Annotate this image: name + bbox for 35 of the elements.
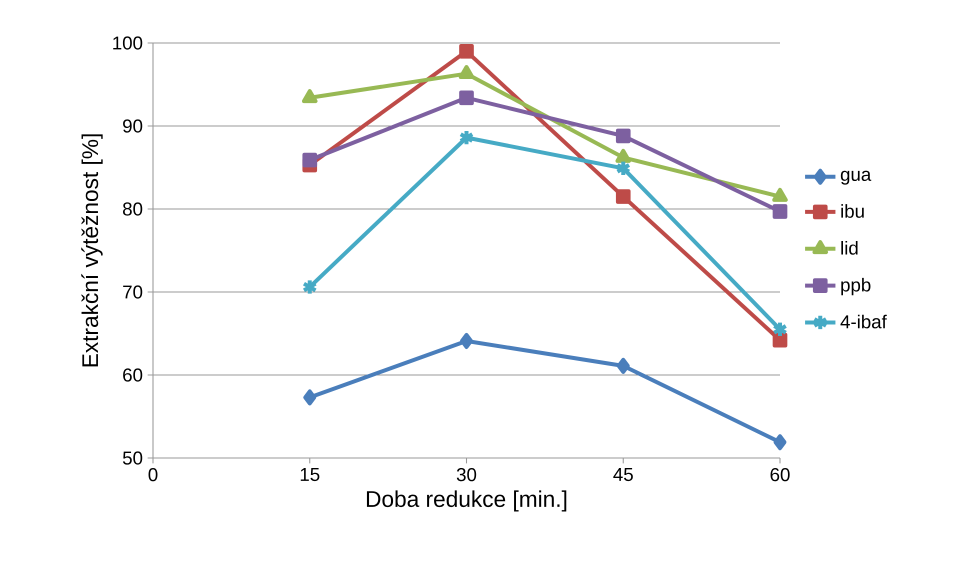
legend-label: ibu: [841, 204, 864, 218]
point: [774, 434, 786, 450]
point: [615, 160, 632, 177]
point: [459, 90, 474, 106]
point: [616, 128, 631, 144]
point: [459, 44, 474, 59]
x-tick-label: 30: [456, 468, 476, 482]
point: [458, 65, 474, 80]
point: [303, 389, 316, 406]
y-tick-label: 80: [123, 202, 142, 216]
legend-label: 4-ibaf: [840, 314, 887, 328]
legend-label: ppb: [841, 278, 870, 296]
y-tick-label: 90: [123, 119, 142, 133]
point: [302, 152, 318, 168]
x-axis-title: Doba redukce [min.]: [366, 490, 566, 512]
y-tick-label: 70: [123, 285, 142, 299]
legend-label: lid: [841, 240, 858, 255]
y-tick-label: 50: [122, 451, 142, 465]
point: [616, 358, 630, 374]
x-tick-label: 0: [148, 468, 158, 482]
y-tick-label: 100: [113, 36, 142, 50]
y-tick-label: 60: [123, 368, 142, 382]
y-axis-title: Extrakční výtěžnost [%]: [81, 134, 103, 366]
point: [302, 278, 318, 296]
point: [616, 189, 631, 204]
legend-label: gua: [840, 170, 872, 185]
point: [772, 188, 788, 202]
point: [302, 89, 318, 104]
x-tick-label: 45: [613, 468, 633, 482]
point: [460, 332, 473, 349]
x-tick-label: 60: [770, 468, 790, 482]
point: [772, 204, 788, 219]
point: [615, 148, 632, 163]
x-tick-label: 15: [300, 468, 320, 482]
point: [772, 332, 788, 348]
